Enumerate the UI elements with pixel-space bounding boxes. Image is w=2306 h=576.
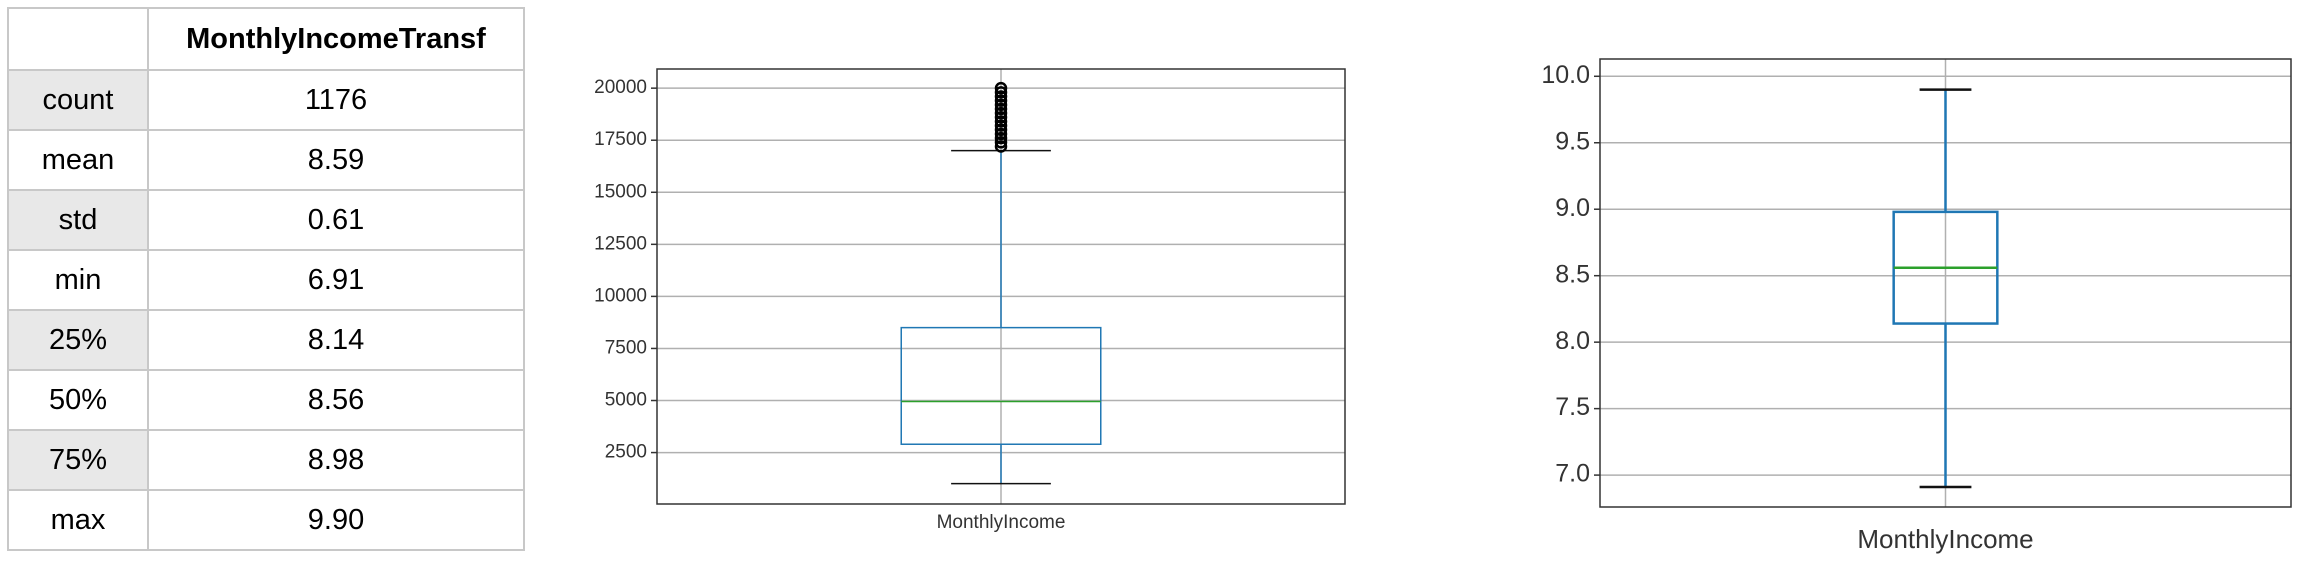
row-label: 25% bbox=[7, 309, 149, 371]
outlier bbox=[994, 102, 1008, 116]
y-tick-label: 9.5 bbox=[1555, 127, 1590, 155]
outlier bbox=[994, 90, 1008, 103]
row-label: min bbox=[7, 249, 149, 311]
table-row: mean 8.59 bbox=[7, 129, 525, 191]
table-row: 75% 8.98 bbox=[7, 429, 525, 491]
row-label: mean bbox=[7, 129, 149, 191]
table-row: count 1176 bbox=[7, 69, 525, 131]
y-tick-label: 5000 bbox=[605, 390, 647, 411]
plot-frame bbox=[656, 68, 1346, 505]
outlier bbox=[994, 98, 1008, 112]
table-row: min 6.91 bbox=[7, 249, 525, 311]
y-tick-label: 9.0 bbox=[1555, 194, 1590, 222]
y-tick-label: 7.5 bbox=[1555, 393, 1590, 421]
cell-value: 9.90 bbox=[147, 489, 525, 551]
table-row: max 9.90 bbox=[7, 489, 525, 551]
y-tick-label: 8.0 bbox=[1555, 327, 1590, 355]
outlier bbox=[994, 106, 1008, 120]
outlier bbox=[994, 140, 1008, 153]
outlier bbox=[994, 119, 1008, 132]
y-tick-label: 15000 bbox=[594, 181, 647, 202]
outlier bbox=[994, 136, 1008, 149]
table-row: 50% 8.56 bbox=[7, 369, 525, 431]
column-header: MonthlyIncomeTransf bbox=[147, 7, 525, 71]
y-tick-label: 8.5 bbox=[1555, 260, 1590, 288]
table-row: 25% 8.14 bbox=[7, 309, 525, 371]
row-label: count bbox=[7, 69, 149, 131]
outlier bbox=[994, 81, 1008, 95]
row-label: max bbox=[7, 489, 149, 551]
empty-cell bbox=[7, 7, 149, 71]
cell-value: 8.14 bbox=[147, 309, 525, 371]
outlier bbox=[994, 123, 1008, 137]
cell-value: 6.91 bbox=[147, 249, 525, 311]
cell-value: 8.56 bbox=[147, 369, 525, 431]
box bbox=[900, 326, 1102, 445]
cell-value: 8.59 bbox=[147, 129, 525, 191]
row-label: 75% bbox=[7, 429, 149, 491]
y-tick-label: 10.0 bbox=[1541, 61, 1590, 89]
outlier bbox=[994, 86, 1008, 99]
y-tick-label: 7.0 bbox=[1555, 460, 1590, 488]
x-tick-label: MonthlyIncome bbox=[1857, 524, 2033, 554]
row-label: 50% bbox=[7, 369, 149, 431]
y-tick-label: 2500 bbox=[605, 442, 647, 463]
header-row: MonthlyIncomeTransf bbox=[7, 7, 525, 71]
cell-value: 1176 bbox=[147, 69, 525, 131]
stats-table: MonthlyIncomeTransf count 1176 mean 8.59 std… bbox=[7, 7, 525, 551]
y-tick-label: 10000 bbox=[594, 285, 647, 306]
y-tick-label: 12500 bbox=[594, 233, 647, 254]
cell-value: 0.61 bbox=[147, 189, 525, 251]
table-row: std 0.61 bbox=[7, 189, 525, 251]
outlier bbox=[994, 131, 1008, 145]
cell-value: 8.98 bbox=[147, 429, 525, 491]
y-tick-label: 7500 bbox=[605, 337, 647, 358]
outlier bbox=[994, 115, 1008, 128]
table-body: count 1176 mean 8.59 std 0.61 min 6.91 25% 8.14 50… bbox=[7, 69, 525, 551]
row-label: std bbox=[7, 189, 149, 251]
y-tick-label: 20000 bbox=[594, 77, 647, 98]
outlier bbox=[994, 94, 1008, 107]
outlier bbox=[994, 111, 1008, 124]
x-tick-label: MonthlyIncome bbox=[937, 512, 1066, 533]
outlier bbox=[994, 127, 1008, 141]
plot-frame bbox=[1599, 58, 2292, 508]
y-tick-label: 17500 bbox=[594, 129, 647, 150]
